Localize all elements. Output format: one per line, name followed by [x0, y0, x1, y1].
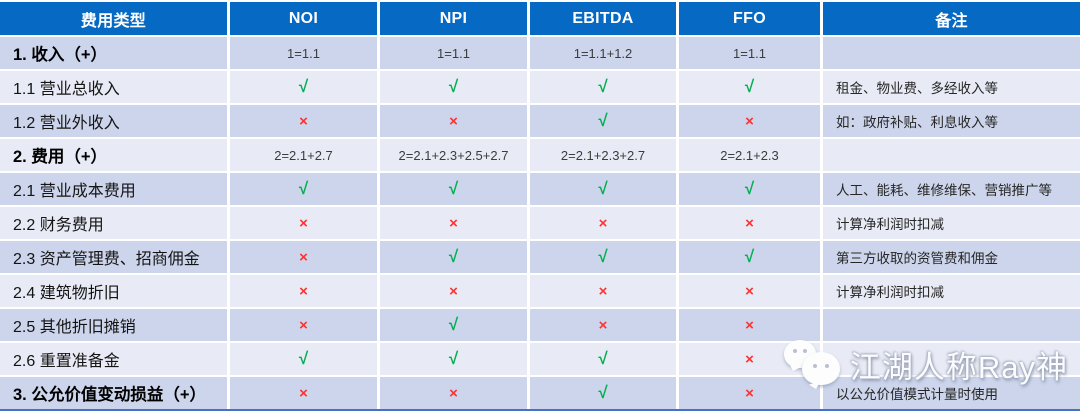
header-cell-expense-type: 费用类型: [0, 2, 227, 35]
remark-cell: 计算净利润时扣减: [823, 207, 1080, 239]
table-bottom-border: [0, 409, 1080, 411]
header-cell-remark: 备注: [823, 2, 1080, 35]
ffo-value: ×: [745, 214, 754, 232]
ebitda-value: 1=1.1+1.2: [573, 45, 633, 61]
ffo-value: ×: [745, 350, 754, 368]
row-label: 1.2 营业外收入: [0, 105, 227, 137]
ffo-value: 2=2.1+2.3: [720, 147, 779, 163]
ffo-value: ×: [745, 384, 754, 402]
ebitda-value: √: [598, 111, 608, 130]
remark-cell: 以公允价值模式计量时使用: [823, 377, 1080, 409]
header-cell-npi: NPI: [380, 2, 527, 35]
npi-value: ×: [449, 112, 458, 130]
remark-cell: [823, 309, 1080, 341]
row-label: 1.1 营业总收入: [0, 71, 227, 103]
remark-cell: 第三方收取的资管费和佣金: [823, 241, 1080, 273]
table-row-other-amortization: 2.5 其他折旧摊销 × √ × ×: [0, 309, 1080, 341]
header-label: 备注: [935, 12, 968, 30]
header-label: NOI: [288, 9, 319, 27]
noi-value: √: [298, 179, 309, 198]
ffo-value: √: [744, 77, 755, 96]
ebitda-value: √: [598, 77, 608, 96]
table-row-expenses: 2. 费用（+） 2=2.1+2.7 2=2.1+2.3+2.5+2.7 2=2…: [0, 139, 1080, 171]
table-row-replacement-reserve: 2.6 重置准备金 √ √ √ ×: [0, 343, 1080, 375]
npi-value: √: [448, 179, 459, 198]
table-row-income: 1. 收入（+） 1=1.1 1=1.1 1=1.1+1.2 1=1.1: [0, 37, 1080, 69]
header-label: FFO: [733, 9, 766, 27]
table-row-asset-mgmt-fees: 2.3 资产管理费、招商佣金 × √ √ √ 第三方收取的资管费和佣金: [0, 241, 1080, 273]
npi-value: √: [448, 247, 459, 266]
row-label: 2.4 建筑物折旧: [0, 275, 227, 307]
ebitda-value: ×: [598, 316, 608, 334]
remark-cell: 计算净利润时扣减: [823, 275, 1080, 307]
noi-value: 1=1.1: [287, 45, 320, 61]
noi-value: ×: [299, 214, 308, 232]
remark-cell: [823, 343, 1080, 375]
ebitda-value: √: [598, 179, 608, 198]
header-label: 费用类型: [80, 12, 147, 30]
metrics-comparison-table: 费用类型 NOI NPI EBITDA FFO 备注 1. 收入（+） 1=1.…: [0, 2, 1080, 409]
header-cell-noi: NOI: [230, 2, 377, 35]
header-label: EBITDA: [572, 9, 634, 27]
npi-value: 2=2.1+2.3+2.5+2.7: [398, 147, 509, 163]
remark-cell: [823, 37, 1080, 69]
remark-cell: 如：政府补贴、利息收入等: [823, 105, 1080, 137]
row-label: 2.6 重置准备金: [0, 343, 227, 375]
noi-value: ×: [299, 384, 308, 402]
remark-cell: 人工、能耗、维修维保、营销推广等: [823, 173, 1080, 205]
table-row-operating-costs: 2.1 营业成本费用 √ √ √ √ 人工、能耗、维修维保、营销推广等: [0, 173, 1080, 205]
row-label: 2.2 财务费用: [0, 207, 227, 239]
table-row-finance-costs: 2.2 财务费用 × × × × 计算净利润时扣减: [0, 207, 1080, 239]
remark-cell: 租金、物业费、多经收入等: [823, 71, 1080, 103]
npi-value: ×: [449, 214, 458, 232]
ffo-value: √: [744, 179, 755, 198]
npi-value: √: [448, 315, 459, 334]
table-row-building-depreciation: 2.4 建筑物折旧 × × × × 计算净利润时扣减: [0, 275, 1080, 307]
ebitda-value: ×: [598, 214, 608, 232]
ebitda-value: √: [598, 383, 608, 402]
npi-value: 1=1.1: [437, 45, 470, 61]
ffo-value: ×: [745, 282, 754, 300]
table-row-operating-revenue: 1.1 营业总收入 √ √ √ √ 租金、物业费、多经收入等: [0, 71, 1080, 103]
row-label: 2. 费用（+）: [0, 139, 227, 171]
noi-value: √: [298, 349, 309, 368]
ebitda-value: √: [598, 349, 608, 368]
row-label: 2.1 营业成本费用: [0, 173, 227, 205]
ffo-value: 1=1.1: [733, 45, 766, 61]
ffo-value: ×: [745, 112, 754, 130]
noi-value: ×: [299, 248, 308, 266]
npi-value: √: [448, 349, 459, 368]
header-cell-ebitda: EBITDA: [530, 2, 676, 35]
noi-value: ×: [299, 282, 308, 300]
ffo-value: ×: [745, 316, 754, 334]
ffo-value: √: [744, 247, 755, 266]
row-label: 1. 收入（+）: [0, 37, 227, 69]
table-row-fair-value-change: 3. 公允价值变动损益（+） × × √ × 以公允价值模式计量时使用: [0, 377, 1080, 409]
row-label: 3. 公允价值变动损益（+）: [0, 377, 227, 409]
noi-value: √: [298, 77, 309, 96]
header-label: NPI: [439, 9, 468, 27]
npi-value: ×: [449, 282, 458, 300]
noi-value: ×: [299, 316, 308, 334]
noi-value: ×: [299, 112, 308, 130]
noi-value: 2=2.1+2.7: [274, 147, 333, 163]
table-row-non-operating-revenue: 1.2 营业外收入 × × √ × 如：政府补贴、利息收入等: [0, 105, 1080, 137]
ebitda-value: ×: [598, 282, 608, 300]
ebitda-value: 2=2.1+2.3+2.7: [560, 147, 646, 163]
header-cell-ffo: FFO: [679, 2, 820, 35]
ebitda-value: √: [598, 247, 608, 266]
row-label: 2.3 资产管理费、招商佣金: [0, 241, 227, 273]
npi-value: ×: [449, 384, 458, 402]
npi-value: √: [448, 77, 459, 96]
table-header-row: 费用类型 NOI NPI EBITDA FFO 备注: [0, 2, 1080, 35]
remark-cell: [823, 139, 1080, 171]
row-label: 2.5 其他折旧摊销: [0, 309, 227, 341]
